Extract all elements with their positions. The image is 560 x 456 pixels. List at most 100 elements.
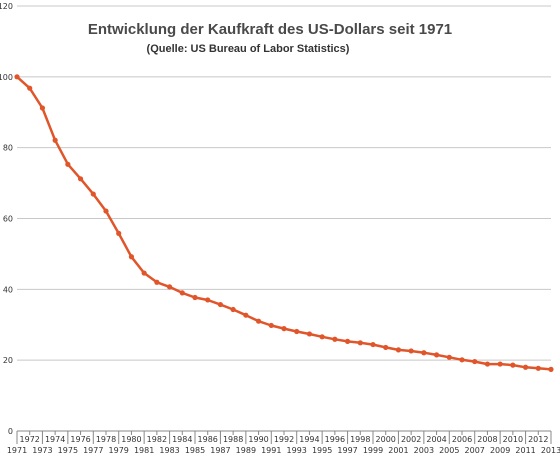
x-tick-label: 1973 [32,446,52,455]
data-point [395,347,402,353]
data-point [319,334,325,340]
data-point [65,161,71,167]
data-point [128,254,135,260]
data-point [268,322,274,329]
data-point [192,294,198,301]
x-tick-label: 1991 [261,446,281,455]
data-point [255,318,262,324]
data-point [230,306,236,313]
data-point [39,105,46,111]
y-tick-label: 40 [3,285,13,294]
x-tick-label: 2008 [477,435,497,444]
x-tick-label: 2002 [401,435,421,444]
data-point [370,341,376,348]
data-point [433,352,440,358]
data-point [179,290,185,296]
data-point [14,74,20,80]
x-tick-label: 1990 [248,435,268,444]
data-point [459,357,465,363]
x-tick-label: 2000 [376,435,396,444]
data-point [27,85,33,91]
x-tick-label: 1976 [70,435,90,444]
x-tick-label: 1988 [223,435,243,444]
y-axis-ticks: 0 20 40 60 80 100 120 [0,2,13,436]
chart-title: Entwicklung der Kaufkraft des US-Dollars… [88,21,452,38]
x-tick-label: 1999 [363,446,383,455]
data-point [154,279,160,285]
x-tick-label: 1986 [198,435,218,444]
x-tick-label: 2010 [503,435,523,444]
data-point [484,361,491,367]
x-tick-label: 1979 [109,446,129,455]
data-point [103,208,109,214]
x-tick-label: 1998 [350,435,370,444]
data-point [383,344,389,351]
data-point [116,230,122,236]
x-tick-label: 2003 [414,446,434,455]
data-point [205,297,211,303]
x-tick-label: 1977 [83,446,103,455]
y-tick-label: 0 [8,427,13,436]
data-point [446,354,452,360]
data-point [77,176,84,182]
data-point [548,366,554,372]
data-point [510,362,516,368]
data-point [497,361,503,367]
x-tick-label: 1987 [210,446,230,455]
data-point [52,137,58,143]
y-tick-label: 60 [3,215,13,224]
x-tick-label: 1995 [312,446,332,455]
x-tick-label: 2012 [528,435,548,444]
y-tick-label: 100 [0,73,13,82]
data-point [344,338,351,344]
data-point [535,365,541,371]
data-point [90,191,96,197]
x-axis-ticks: 1971 1972 1973 1974 1975 1976 1977 1978 1979 1980… [7,431,560,455]
data-point [281,326,287,332]
x-tick-label: 1985 [185,446,205,455]
series-line [16,75,552,371]
data-point [166,284,173,290]
data-point [243,312,249,318]
x-tick-label: 1994 [299,435,319,444]
x-tick-label: 1981 [134,446,154,455]
x-tick-label: 1996 [325,435,345,444]
x-tick-label: 1997 [337,446,357,455]
x-tick-label: 2009 [490,446,510,455]
x-tick-label: 1993 [287,446,307,455]
x-tick-label: 2007 [465,446,485,455]
x-tick-label: 1983 [159,446,179,455]
data-point [472,358,478,365]
y-tick-label: 120 [0,2,13,11]
x-tick-label: 1974 [45,435,65,444]
x-tick-label: 1982 [147,435,167,444]
x-tick-label: 1978 [96,435,116,444]
data-point [408,348,414,354]
gridlines [17,5,551,361]
x-tick-label: 1971 [7,446,27,455]
data-point [522,364,529,370]
data-point [357,340,363,346]
chart-subtitle: (Quelle: US Bureau of Labor Statistics) [147,43,350,55]
y-tick-label: 20 [3,356,13,365]
x-tick-label: 2013 [541,446,560,455]
x-tick-label: 1975 [58,446,78,455]
x-tick-label: 2004 [426,435,446,444]
data-point [306,331,313,337]
x-tick-label: 2001 [388,446,408,455]
data-point [141,270,147,276]
x-tick-label: 1984 [172,435,192,444]
x-tick-label: 1989 [236,446,256,455]
data-point [294,328,300,335]
x-tick-label: 1980 [121,435,141,444]
x-tick-label: 2006 [452,435,472,444]
x-tick-label: 1992 [274,435,294,444]
series-layer [14,74,554,372]
y-tick-label: 80 [3,144,13,153]
data-point [217,301,224,308]
x-tick-label: 2005 [439,446,459,455]
x-tick-label: 2011 [515,446,535,455]
x-tick-label: 1972 [20,435,40,444]
data-point [332,336,338,342]
